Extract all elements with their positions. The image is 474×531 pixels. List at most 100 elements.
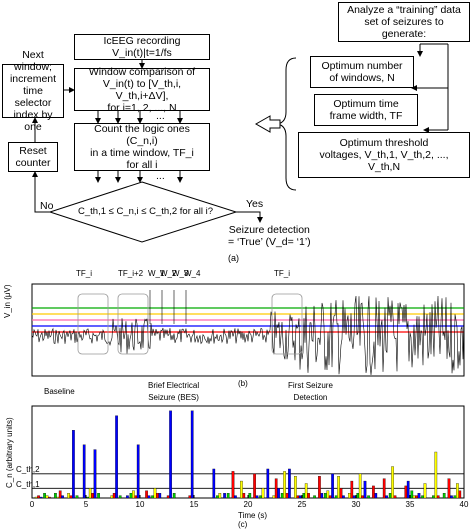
bar — [302, 493, 306, 499]
bar — [326, 490, 330, 499]
bar — [339, 488, 343, 499]
bar — [288, 468, 291, 499]
bar — [169, 410, 172, 499]
opt-threshold-line-1: Optimum threshold — [339, 137, 429, 149]
threshold-label-1: C_th,1 — [16, 480, 40, 489]
bar — [313, 495, 316, 499]
bar — [342, 495, 345, 499]
bar — [156, 493, 159, 499]
bar — [158, 493, 162, 499]
bar — [307, 493, 310, 499]
first-line-2: Detection — [293, 393, 328, 402]
bar — [126, 495, 129, 499]
bar — [352, 495, 356, 499]
detection-line-1: Seizure detection — [228, 224, 310, 236]
bar — [283, 471, 286, 499]
reset-line-1: Reset — [19, 145, 47, 157]
reset-line-2: counter — [15, 157, 51, 169]
bar — [134, 495, 138, 499]
bar-xlabel: Time (s) — [238, 511, 268, 520]
w-label-2: W_2 — [160, 269, 177, 278]
x-tick-label: 35 — [406, 500, 415, 509]
panel-label-b: (b) — [238, 379, 248, 388]
opt-time-line-1: Optimum time — [333, 98, 399, 110]
bar — [356, 493, 360, 499]
bar — [223, 493, 226, 499]
bar — [391, 466, 394, 499]
bar — [382, 478, 386, 499]
bar — [277, 488, 280, 499]
bar — [253, 473, 256, 499]
bar — [69, 495, 73, 499]
count-line-3: for all i — [126, 159, 158, 171]
bar — [153, 488, 157, 499]
bar — [172, 493, 176, 499]
bar — [296, 495, 300, 499]
bar — [374, 493, 378, 499]
bar — [259, 495, 262, 499]
first-line-1: First Seizure — [288, 381, 333, 390]
comparison-line-3: for i=1, 2, ..., N — [107, 101, 177, 114]
next-window-line-2: increment — [9, 73, 57, 85]
bar — [34, 496, 38, 499]
bar — [97, 493, 100, 499]
bar — [447, 478, 451, 499]
bar — [272, 495, 276, 499]
bar — [404, 485, 408, 499]
bar — [37, 495, 40, 499]
bar — [328, 495, 332, 499]
tf-label-2: TF_i+2 — [118, 269, 144, 278]
w-label-3: W_3 — [172, 269, 189, 278]
bar — [86, 496, 90, 499]
box-opt-threshold: Optimum threshold voltages, V_th,1, V_th… — [298, 132, 470, 178]
x-tick-label: 0 — [30, 500, 35, 509]
bar — [118, 495, 122, 499]
tf-window — [271, 293, 303, 355]
bar — [434, 451, 438, 499]
comparison-line-2: V_in(t) to [V_th,i, V_th,i+ΔV], — [102, 77, 182, 102]
x-tick-label: 30 — [352, 500, 361, 509]
bar — [320, 493, 324, 499]
label-no: No — [40, 200, 54, 212]
w-label-4: W_4 — [184, 269, 201, 278]
bar — [255, 495, 259, 499]
opt-windows-line-1: Optimum number — [321, 60, 403, 72]
annotation-first-detection: First Seizure Detection — [288, 380, 333, 404]
bar — [304, 483, 308, 499]
bar — [212, 468, 216, 499]
bar — [436, 495, 440, 499]
decision-diamond — [48, 181, 238, 243]
bar — [43, 493, 46, 499]
bar-chart-axes — [31, 405, 465, 499]
tf-window — [117, 293, 149, 355]
bar — [115, 415, 118, 499]
box-reset-counter: Reset counter — [8, 142, 58, 172]
bar — [190, 410, 194, 499]
bar — [54, 493, 57, 499]
bar — [324, 493, 327, 499]
bar — [334, 495, 338, 499]
bar — [450, 495, 453, 499]
annotation-baseline: Baseline — [44, 387, 75, 396]
analyze-line-3: generate: — [381, 28, 427, 40]
bar — [458, 490, 462, 499]
bes-line-2: Seizure (BES) — [148, 393, 199, 402]
bar-ylabel: C_n (arbitrary units) — [5, 417, 14, 488]
bar — [280, 493, 284, 499]
bar — [421, 495, 424, 499]
x-tick-label: 25 — [298, 500, 307, 509]
label-yes: Yes — [246, 198, 264, 210]
bar — [274, 478, 278, 499]
detection-line-2: = ‘True’ (V_d= ‘1’) — [228, 236, 311, 248]
bar — [188, 495, 192, 499]
ellipsis-2: ... — [156, 170, 165, 182]
x-tick-label: 15 — [190, 500, 199, 509]
bar — [417, 493, 421, 499]
bar — [216, 495, 219, 499]
next-window-line-1: Next window; — [14, 49, 52, 73]
panel-label-a: (a) — [228, 253, 239, 263]
box-opt-time: Optimum time frame width, TF — [314, 94, 418, 126]
bar — [129, 493, 133, 499]
bar — [112, 493, 116, 499]
bar — [72, 430, 75, 499]
